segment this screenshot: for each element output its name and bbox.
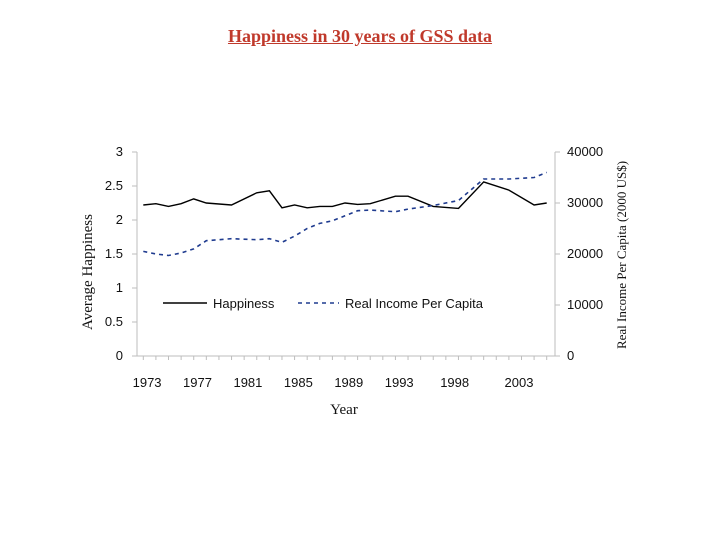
chart-axes: 0 0.5 1 1.5 2 2.5 3 0 10000 20000 30000 40000 1973 19… [105, 144, 603, 390]
slide-title: Happiness in 30 years of GSS data [227, 26, 493, 46]
y-right-tick-label: 30000 [567, 195, 603, 210]
x-axis-title: Year [330, 402, 358, 418]
y-right-tick-label: 40000 [567, 144, 603, 159]
x-tick-label: 1977 [183, 375, 212, 390]
x-tick-label: 2003 [505, 375, 534, 390]
y-left-tick-label: 2.5 [105, 178, 123, 193]
chart-series [143, 171, 548, 257]
legend-label: Real Income Per Capita [345, 296, 484, 311]
y-right-tick-label: 0 [567, 348, 574, 363]
x-tick-label: 1985 [284, 375, 313, 390]
y-axis-left-title: Average Happiness [80, 214, 96, 330]
y-left-tick-label: 1.5 [105, 246, 123, 261]
x-tick-label: 1973 [133, 375, 162, 390]
x-tick-label: 1998 [440, 375, 469, 390]
x-tick-label: 1993 [385, 375, 414, 390]
y-right-tick-label: 20000 [567, 246, 603, 261]
y-left-tick-label: 2 [116, 212, 123, 227]
income-series-line [143, 171, 548, 257]
y-right-tick-label: 10000 [567, 297, 603, 312]
x-tick-label: 1981 [233, 375, 262, 390]
y-left-tick-label: 3 [116, 144, 123, 159]
y-axis-right-title: Real Income Per Capita (2000 US$) [614, 161, 629, 349]
x-tick-label: 1989 [334, 375, 363, 390]
legend-label: Happiness [213, 296, 275, 311]
chart-legend: Happiness Real Income Per Capita [163, 296, 484, 311]
y-left-tick-label: 0.5 [105, 314, 123, 329]
happiness-series-line [143, 181, 547, 210]
y-left-tick-label: 1 [116, 280, 123, 295]
y-left-tick-label: 0 [116, 348, 123, 363]
